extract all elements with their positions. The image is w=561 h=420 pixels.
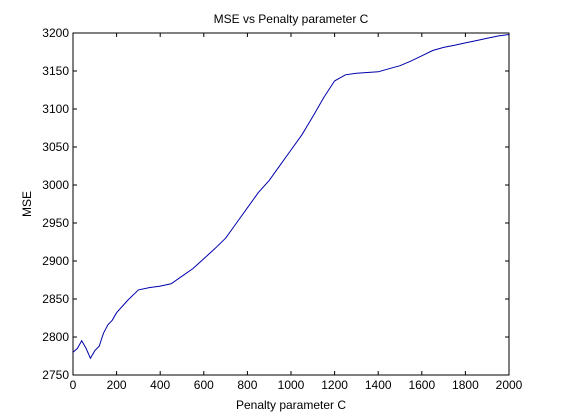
series-line-mse [72,34,510,360]
x-tick-label: 1800 [452,378,479,392]
y-tick-label: 3000 [42,178,69,192]
x-tick-label: 1000 [278,378,305,392]
y-tick-label: 2850 [42,292,69,306]
y-tick-label: 3150 [42,64,69,78]
x-tick-label: 400 [150,378,170,392]
x-tick-label: 0 [70,378,77,392]
plot-frame [72,32,510,376]
y-tick-label: 2750 [42,368,69,382]
x-tick-label: 200 [107,378,127,392]
y-tick-label: 2950 [42,216,69,230]
x-tick-label: 800 [237,378,257,392]
x-axis-ticks: 0 200 400 600 800 1000 1200 1400 1600 1800 2000 [70,33,523,392]
x-tick-label: 1200 [321,378,348,392]
y-axis-ticks: 2750 2800 2850 2900 2950 3000 3050 3100 3150 3200 [42,26,509,382]
y-tick-label: 3200 [42,26,69,40]
y-tick-label: 3050 [42,140,69,154]
y-axis-label: MSE [20,191,34,217]
chart-title: MSE vs Penalty parameter C [214,12,369,26]
x-tick-label: 1600 [408,378,435,392]
x-axis-label: Penalty parameter C [236,398,346,412]
y-tick-label: 2900 [42,254,69,268]
x-tick-label: 1400 [365,378,392,392]
y-tick-label: 3100 [42,102,69,116]
x-tick-label: 600 [194,378,214,392]
y-tick-label: 2800 [42,330,69,344]
x-tick-label: 2000 [496,378,523,392]
